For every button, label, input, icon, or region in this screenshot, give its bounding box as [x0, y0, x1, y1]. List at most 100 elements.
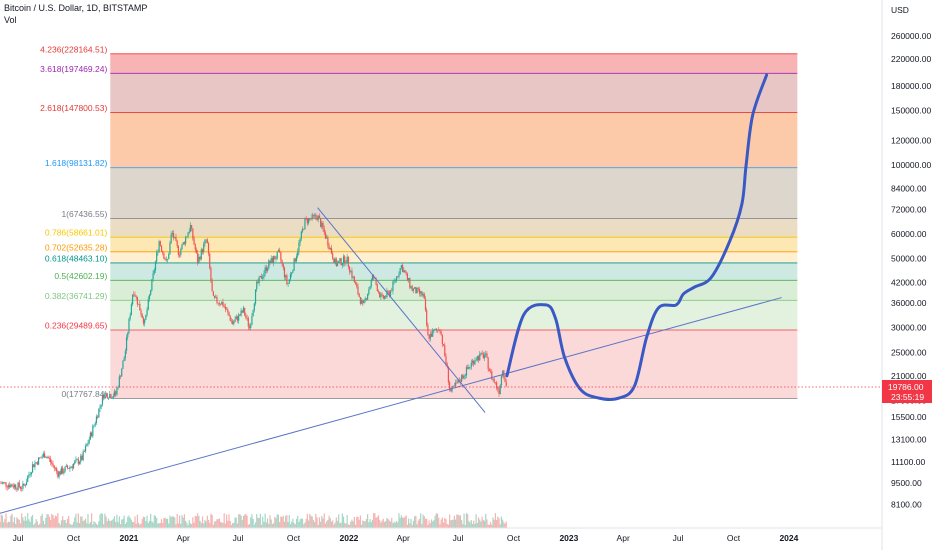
volume-bar	[68, 516, 70, 528]
volume-bar	[287, 522, 289, 528]
candle-body	[418, 288, 421, 294]
volume-bar	[236, 523, 239, 528]
volume-indicator-label[interactable]: Vol	[4, 15, 17, 25]
volume-bar	[21, 513, 23, 528]
volume-bar	[191, 524, 193, 528]
candle-body	[254, 289, 257, 304]
candle-body	[310, 218, 312, 220]
volume-bar	[154, 515, 157, 528]
candle-body	[435, 329, 437, 330]
volume-bar	[46, 514, 48, 528]
volume-bar	[134, 516, 136, 528]
volume-bar	[494, 513, 497, 528]
time-tick-label: Oct	[67, 533, 81, 543]
candle-body	[269, 260, 271, 264]
candle-body	[385, 296, 387, 298]
fib-label-0: 0(17767.84)	[61, 389, 107, 399]
volume-bar	[368, 522, 370, 528]
candle-body	[330, 247, 333, 254]
candle-body	[154, 261, 157, 271]
volume-bar	[77, 513, 79, 528]
candle-body	[0, 482, 2, 484]
volume-bar	[475, 514, 477, 528]
volume-bar	[81, 516, 83, 528]
volume-bar	[320, 521, 322, 528]
volume-bar	[420, 513, 422, 528]
volume-bar	[177, 523, 179, 528]
candle-body	[13, 484, 16, 488]
candle-body	[109, 394, 111, 399]
candle-body	[356, 284, 358, 287]
volume-bar	[277, 514, 280, 528]
volume-bar	[394, 522, 396, 528]
volume-bar	[22, 517, 24, 528]
candle-body	[28, 474, 30, 477]
candle-body	[148, 294, 151, 300]
candle-body	[127, 332, 129, 338]
volume-bar	[361, 524, 363, 528]
volume-bar	[301, 518, 304, 528]
price-tick-label: 260000.00	[891, 31, 931, 41]
volume-bar	[357, 516, 359, 528]
candle-body	[294, 258, 296, 262]
candle-body	[446, 363, 448, 367]
volume-bar	[235, 517, 237, 528]
volume-bar	[194, 515, 196, 528]
volume-bar	[164, 517, 166, 528]
candle-body	[324, 232, 327, 239]
volume-bar	[36, 521, 38, 528]
candle-body	[111, 397, 113, 399]
volume-bar	[157, 523, 159, 528]
volume-bar	[182, 517, 184, 528]
candle-body	[194, 244, 196, 250]
volume-bar	[136, 514, 139, 528]
volume-bar	[35, 519, 37, 528]
fib-zone-5	[110, 237, 798, 252]
volume-bar	[504, 523, 506, 528]
candle-body	[80, 455, 82, 462]
candle-body	[275, 258, 277, 260]
time-tick-label: Jul	[13, 533, 24, 543]
candle-body	[223, 306, 225, 307]
candle-body	[344, 256, 346, 264]
candle-body	[358, 293, 360, 297]
candle-body	[481, 352, 483, 354]
candle-body	[476, 356, 478, 361]
volume-bar	[423, 516, 425, 528]
volume-bar	[307, 520, 310, 528]
candle-body	[376, 284, 378, 292]
candle-body	[242, 307, 245, 313]
time-tick-label: Oct	[287, 533, 301, 543]
volume-bar	[200, 523, 202, 528]
candle-body	[387, 290, 389, 292]
volume-bar	[321, 516, 323, 528]
candle-body	[271, 257, 274, 263]
volume-bar	[18, 519, 20, 528]
candle-body	[473, 360, 475, 365]
candle-body	[160, 245, 163, 252]
candle-body	[496, 382, 498, 388]
time-tick-label: Oct	[507, 533, 521, 543]
candle-body	[219, 304, 222, 305]
candle-body	[6, 486, 8, 488]
candle-body	[19, 486, 22, 489]
fib-label-0.786: 0.786(58661.01)	[45, 228, 108, 238]
volume-bar	[316, 517, 318, 528]
candle-body	[486, 353, 488, 358]
volume-bar	[83, 520, 85, 528]
price-axis[interactable]: 260000.00 220000.00 180000.00 150000.00 1200…	[881, 0, 931, 550]
price-tick-label: 50000.00	[891, 254, 927, 264]
volume-bar	[424, 518, 427, 528]
volume-bar	[498, 518, 500, 528]
volume-bar	[223, 513, 225, 528]
candle-body	[329, 247, 331, 250]
candle-body	[397, 276, 399, 278]
candle-body	[475, 360, 477, 361]
volume-bar	[439, 524, 441, 528]
volume-bar	[318, 517, 321, 528]
time-axis[interactable]: Jul Oct 2021 Apr Jul Oct 2022 Apr Jul Oct 2023 Apr J…	[0, 527, 882, 543]
symbol-title[interactable]: Bitcoin / U.S. Dollar, 1D, BITSTAMP	[4, 3, 148, 13]
volume-bar	[295, 518, 298, 528]
volume-bar	[417, 520, 419, 528]
